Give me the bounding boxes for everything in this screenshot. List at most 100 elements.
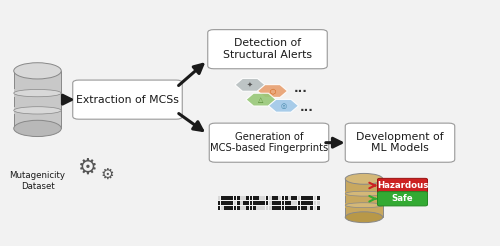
Bar <box>294 206 297 210</box>
Ellipse shape <box>14 120 61 137</box>
Bar <box>278 201 281 205</box>
Ellipse shape <box>14 90 61 97</box>
Bar <box>224 206 226 210</box>
Bar <box>240 196 242 200</box>
Bar <box>304 206 307 210</box>
Bar <box>246 201 249 205</box>
Bar <box>256 201 259 205</box>
Text: ⚙: ⚙ <box>78 157 98 177</box>
Text: ⚙: ⚙ <box>100 167 114 182</box>
Bar <box>307 201 310 205</box>
Bar <box>282 196 284 200</box>
Bar <box>240 201 242 205</box>
Bar <box>262 196 265 200</box>
Bar <box>304 201 307 205</box>
Bar <box>272 206 275 210</box>
Bar <box>310 206 313 210</box>
Bar <box>294 201 297 205</box>
Bar <box>310 196 313 200</box>
Bar <box>259 206 262 210</box>
Bar <box>240 206 242 210</box>
Bar <box>218 206 220 210</box>
Text: Detection of
Structural Alerts: Detection of Structural Alerts <box>223 38 312 60</box>
Bar <box>298 206 300 210</box>
Bar <box>243 201 246 205</box>
Text: ◎: ◎ <box>280 103 286 109</box>
Bar <box>291 196 294 200</box>
Bar <box>227 201 230 205</box>
Bar <box>275 206 278 210</box>
FancyBboxPatch shape <box>378 192 428 206</box>
Bar <box>266 201 268 205</box>
Bar <box>250 201 252 205</box>
Bar <box>220 206 224 210</box>
Text: Generation of
MCS-based Fingerprints: Generation of MCS-based Fingerprints <box>210 132 328 154</box>
Bar <box>259 196 262 200</box>
Text: ⬡: ⬡ <box>270 88 276 94</box>
Text: Safe: Safe <box>392 194 413 203</box>
Bar <box>220 201 224 205</box>
Bar <box>285 201 288 205</box>
Bar <box>272 196 275 200</box>
Bar <box>272 201 275 205</box>
Ellipse shape <box>14 107 61 114</box>
FancyBboxPatch shape <box>208 30 328 69</box>
Bar <box>307 206 310 210</box>
Bar <box>288 196 291 200</box>
Text: ...: ... <box>294 82 308 95</box>
Bar <box>282 201 284 205</box>
Bar <box>262 201 265 205</box>
Bar <box>230 196 233 200</box>
Bar <box>252 206 256 210</box>
Bar <box>234 206 236 210</box>
Bar <box>256 196 259 200</box>
Bar <box>310 201 313 205</box>
Text: ✦: ✦ <box>247 82 253 88</box>
Bar <box>227 206 230 210</box>
Bar <box>285 206 288 210</box>
Bar <box>243 206 246 210</box>
Bar <box>298 196 300 200</box>
Bar <box>224 201 226 205</box>
Bar <box>269 201 272 205</box>
Bar <box>246 206 249 210</box>
Ellipse shape <box>345 212 383 223</box>
Bar <box>314 201 316 205</box>
Bar <box>282 206 284 210</box>
Bar <box>317 206 320 210</box>
Bar <box>288 206 291 210</box>
Text: Extraction of MCSs: Extraction of MCSs <box>76 95 179 105</box>
Ellipse shape <box>14 63 61 79</box>
Bar <box>220 196 224 200</box>
Bar <box>307 196 310 200</box>
Bar <box>234 196 236 200</box>
Bar <box>218 201 220 205</box>
Text: Hazardous: Hazardous <box>377 181 428 190</box>
Bar <box>227 196 230 200</box>
Bar <box>288 201 291 205</box>
Ellipse shape <box>345 191 383 196</box>
Text: Development of
ML Models: Development of ML Models <box>356 132 444 154</box>
Text: ...: ... <box>300 101 314 113</box>
Bar <box>314 206 316 210</box>
FancyBboxPatch shape <box>210 123 329 162</box>
Bar <box>236 201 240 205</box>
Bar <box>278 206 281 210</box>
Bar <box>301 206 304 210</box>
Bar <box>14 71 61 128</box>
Bar <box>236 206 240 210</box>
Bar <box>304 196 307 200</box>
Bar <box>275 201 278 205</box>
Bar <box>294 196 297 200</box>
Bar <box>317 201 320 205</box>
Bar <box>285 196 288 200</box>
FancyBboxPatch shape <box>345 123 455 162</box>
FancyBboxPatch shape <box>73 80 182 119</box>
Bar <box>252 201 256 205</box>
Bar <box>345 203 383 208</box>
Bar <box>269 196 272 200</box>
Bar <box>250 196 252 200</box>
Bar <box>345 191 383 196</box>
Bar <box>224 196 226 200</box>
Bar <box>301 201 304 205</box>
